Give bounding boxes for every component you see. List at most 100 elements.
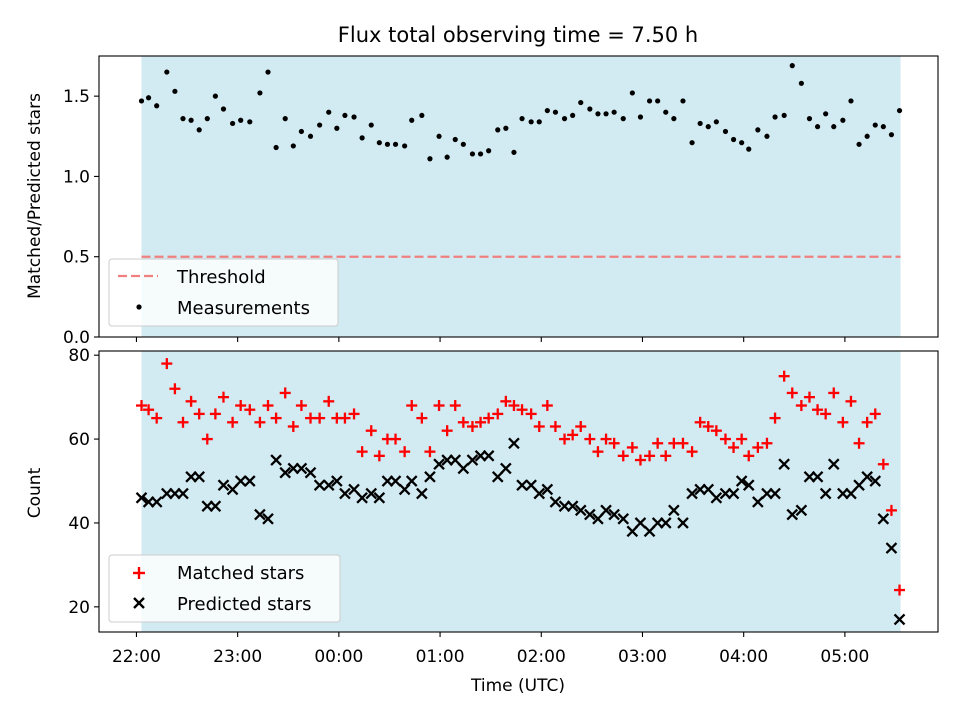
measurement-point bbox=[764, 133, 770, 139]
predicted-stars-point bbox=[254, 508, 266, 521]
measurement-point bbox=[402, 143, 408, 149]
measurement-point bbox=[196, 127, 202, 133]
predicted-stars-point bbox=[769, 487, 781, 500]
predicted-stars-point bbox=[262, 512, 274, 525]
matched-stars-point bbox=[541, 400, 553, 412]
matched-stars-point bbox=[365, 425, 377, 437]
matched-stars-point bbox=[567, 429, 579, 441]
predicted-stars-point bbox=[356, 491, 368, 504]
measurement-point bbox=[680, 98, 686, 104]
measurement-point bbox=[629, 90, 635, 96]
predicted-stars-point bbox=[710, 491, 723, 504]
predicted-stars-point bbox=[811, 471, 824, 483]
matched-stars-point bbox=[295, 400, 307, 412]
predicted-stars-point bbox=[686, 487, 698, 500]
matched-stars-point bbox=[686, 446, 698, 458]
predicted-stars-point bbox=[533, 487, 546, 500]
matched-stars-point bbox=[217, 391, 229, 403]
matched-stars-point bbox=[702, 420, 714, 432]
predicted-stars-point bbox=[234, 475, 247, 487]
measurement-point bbox=[469, 151, 476, 157]
measurement-point bbox=[603, 111, 609, 117]
predicted-stars-point bbox=[466, 454, 479, 466]
top-y-ticks: 0.0 0.5 1.0 1.5 bbox=[63, 87, 99, 348]
bottom-x-ticks: 22:00 23:00 00:00 01:00 02:00 03:00 04:00 05:00 bbox=[112, 632, 869, 667]
matched-stars-point bbox=[492, 408, 504, 420]
measurement-point bbox=[595, 111, 601, 117]
matched-stars-point bbox=[600, 433, 612, 445]
measurement-point bbox=[671, 116, 677, 122]
matched-stars-point bbox=[608, 437, 620, 449]
predicted-stars-point bbox=[549, 496, 562, 508]
matched-stars-point bbox=[227, 416, 239, 428]
top-ytick-label: 0.0 bbox=[63, 328, 90, 348]
matched-stars-point bbox=[769, 412, 781, 424]
matched-stars-point bbox=[634, 454, 646, 466]
predicted-stars-point bbox=[389, 475, 402, 487]
measurement-point bbox=[798, 80, 804, 86]
matched-stars-point bbox=[786, 387, 798, 399]
measurement-point bbox=[646, 98, 653, 104]
measurement-point bbox=[697, 120, 703, 127]
measurement-point bbox=[359, 135, 365, 141]
legend-measurements-swatch bbox=[136, 304, 142, 310]
measurement-point bbox=[486, 148, 492, 154]
measurement-point bbox=[755, 127, 761, 133]
matched-stars-point bbox=[339, 412, 351, 424]
measurement-point bbox=[872, 122, 878, 128]
predicted-stars-point bbox=[752, 496, 764, 508]
matched-stars-point bbox=[525, 408, 537, 420]
measurement-point bbox=[298, 128, 305, 135]
predicted-stars-point bbox=[339, 487, 351, 500]
matched-stars-point bbox=[254, 416, 266, 428]
matched-stars-point bbox=[728, 441, 740, 453]
measurement-point bbox=[544, 107, 550, 114]
count-panel: 20 40 60 80 22:00 23:00 00:00 01:00 02:00 03:00 0… bbox=[25, 346, 939, 696]
matched-stars-point bbox=[516, 404, 528, 416]
matched-stars-point bbox=[694, 416, 706, 428]
measurement-point bbox=[229, 120, 236, 127]
top-ytick-label: 1.5 bbox=[63, 87, 90, 107]
predicted-stars-point bbox=[677, 517, 689, 529]
matched-stars-point bbox=[466, 420, 478, 432]
matched-stars-point bbox=[424, 446, 436, 458]
measurement-point bbox=[376, 140, 382, 146]
matched-stars-point bbox=[323, 395, 335, 407]
matched-stars-point bbox=[559, 433, 571, 445]
measurement-point bbox=[848, 98, 854, 104]
matched-stars-point bbox=[399, 446, 411, 458]
measurement-point bbox=[705, 124, 711, 130]
measurement-point bbox=[247, 119, 253, 125]
measurement-point bbox=[392, 141, 399, 147]
matched-stars-points bbox=[136, 358, 906, 596]
matched-stars-point bbox=[449, 400, 461, 412]
predicted-stars-point bbox=[727, 487, 740, 500]
measurement-point bbox=[503, 125, 509, 131]
predicted-stars-point bbox=[584, 508, 596, 521]
matched-stars-point bbox=[828, 387, 840, 399]
matched-stars-point bbox=[151, 412, 163, 424]
measurement-point bbox=[561, 116, 568, 122]
predicted-stars-point bbox=[135, 491, 148, 504]
matched-stars-point bbox=[193, 408, 205, 420]
measurement-point bbox=[511, 149, 517, 155]
top-axes-frame bbox=[98, 55, 939, 338]
predicted-stars-point bbox=[482, 450, 495, 462]
legend-measurements-label: Measurements bbox=[177, 298, 310, 319]
measurement-point bbox=[831, 124, 837, 130]
measurement-point bbox=[713, 119, 719, 125]
matched-stars-point bbox=[626, 441, 638, 453]
matched-stars-point bbox=[177, 416, 189, 428]
matched-stars-point bbox=[652, 437, 664, 449]
measurement-point bbox=[888, 132, 895, 138]
measurement-point bbox=[781, 112, 787, 119]
measurement-point bbox=[519, 116, 525, 122]
measurement-point bbox=[436, 133, 442, 139]
measurement-point bbox=[730, 136, 737, 143]
predicted-stars-point bbox=[893, 613, 906, 626]
predicted-stars-point bbox=[150, 496, 163, 508]
predicted-stars-point bbox=[795, 504, 808, 517]
matched-stars-point bbox=[262, 400, 274, 412]
measurement-point bbox=[637, 114, 644, 120]
